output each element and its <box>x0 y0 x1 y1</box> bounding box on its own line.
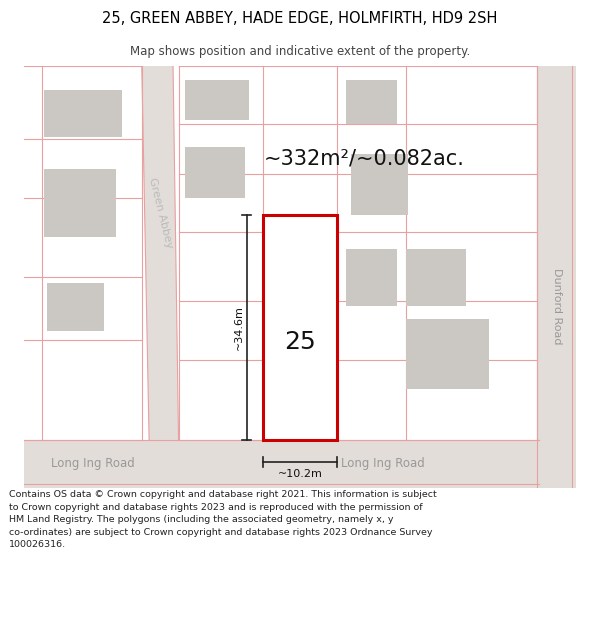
Text: Long Ing Road: Long Ing Road <box>341 458 425 471</box>
Bar <box>346 249 397 306</box>
Bar <box>346 81 397 124</box>
Text: 25: 25 <box>284 330 316 354</box>
Bar <box>185 147 245 198</box>
Bar <box>538 66 576 488</box>
Text: ~34.6m: ~34.6m <box>234 305 244 350</box>
Bar <box>44 90 122 138</box>
Text: ~332m²/~0.082ac.: ~332m²/~0.082ac. <box>264 149 465 169</box>
Bar <box>263 215 337 441</box>
Text: Contains OS data © Crown copyright and database right 2021. This information is : Contains OS data © Crown copyright and d… <box>9 490 437 549</box>
Polygon shape <box>142 66 179 441</box>
Text: ~10.2m: ~10.2m <box>278 469 322 479</box>
Text: Map shows position and indicative extent of the property.: Map shows position and indicative extent… <box>130 45 470 58</box>
Bar <box>350 154 407 215</box>
Text: 25, GREEN ABBEY, HADE EDGE, HOLMFIRTH, HD9 2SH: 25, GREEN ABBEY, HADE EDGE, HOLMFIRTH, H… <box>103 11 497 26</box>
Bar <box>47 283 104 331</box>
Text: Dunford Road: Dunford Road <box>551 268 562 344</box>
Bar <box>406 319 488 389</box>
Bar <box>44 169 116 238</box>
Bar <box>24 441 539 488</box>
Bar <box>185 81 250 119</box>
Bar <box>406 249 466 306</box>
Text: Green Abbey: Green Abbey <box>146 176 174 249</box>
Text: Long Ing Road: Long Ing Road <box>51 458 135 471</box>
